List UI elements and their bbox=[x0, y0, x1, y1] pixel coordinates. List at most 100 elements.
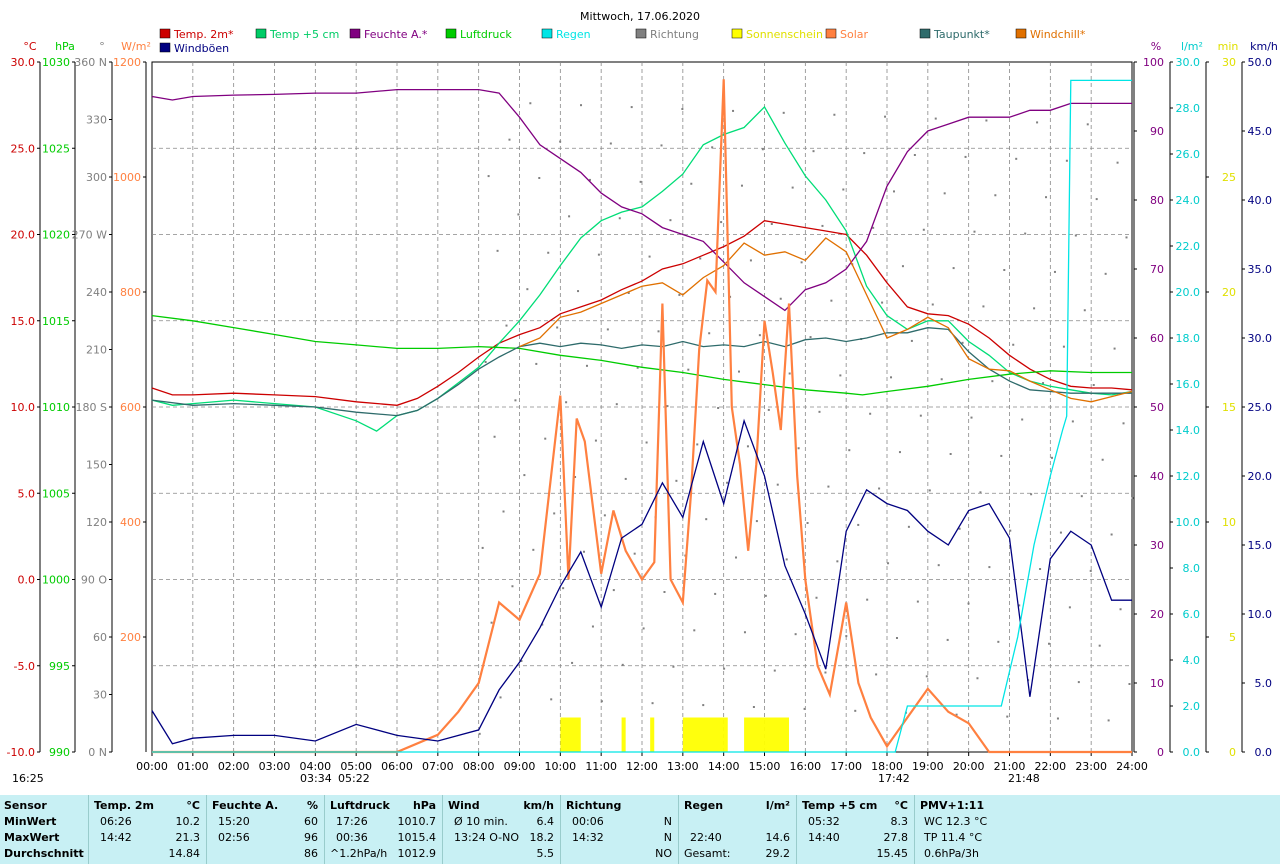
header-regen-unit: l/m² bbox=[765, 799, 790, 812]
direction-point bbox=[618, 217, 621, 220]
direction-point bbox=[854, 709, 857, 712]
direction-point bbox=[767, 408, 770, 411]
direction-point bbox=[797, 447, 800, 450]
y-tick-label-wind: 20.0 bbox=[1248, 470, 1273, 483]
y-tick-label-temp: 5.0 bbox=[18, 487, 36, 500]
luftdruck-avg-value: 1012.9 bbox=[397, 847, 437, 860]
y-tick-label-solar: 200 bbox=[120, 631, 141, 644]
direction-point bbox=[600, 700, 603, 703]
y-tick-label-direction: 120 bbox=[86, 516, 107, 529]
direction-point bbox=[580, 104, 583, 107]
richtung-min-value: N bbox=[663, 815, 672, 828]
direction-point bbox=[735, 556, 738, 559]
summary-col-temp2m: Temp. 2m °C 06:26 10.2 14:42 21.3 14.84 bbox=[88, 795, 207, 864]
summary-col-pmv: PMV+1:11 WC 12.3 °C TP 11.4 °C 0.6hPa/3h bbox=[914, 795, 1280, 864]
y-tick-label-solar: 800 bbox=[120, 286, 141, 299]
wind-avg10-label: Ø 10 min. bbox=[454, 815, 508, 828]
direction-point bbox=[1056, 717, 1059, 720]
axis-unit-solar: W/m² bbox=[121, 40, 151, 53]
y-tick-label-wind: 25.0 bbox=[1248, 401, 1273, 414]
direction-point bbox=[648, 255, 651, 258]
temp2m-avg-value: 14.84 bbox=[168, 847, 201, 860]
wind-avg10-value: 6.4 bbox=[536, 815, 555, 828]
x-tick-label: 14:00 bbox=[708, 760, 740, 773]
row-label-min: MinWert bbox=[4, 815, 57, 828]
series-line-temp-2m- bbox=[151, 220, 1133, 406]
direction-point bbox=[591, 625, 594, 628]
direction-point bbox=[1119, 608, 1122, 611]
legend-swatch bbox=[159, 28, 171, 39]
header-luftdruck-unit: hPa bbox=[412, 799, 436, 812]
regen-total-value: 29.2 bbox=[765, 847, 791, 860]
y-tick-label-humidity: 100 bbox=[1143, 56, 1164, 69]
direction-point bbox=[857, 523, 860, 526]
series-line-regen bbox=[152, 79, 1132, 753]
y-tick-label-temp: -5.0 bbox=[14, 660, 35, 673]
direction-point bbox=[597, 253, 600, 256]
direction-point bbox=[675, 479, 678, 482]
legend-swatch bbox=[919, 28, 931, 39]
direction-point bbox=[1101, 458, 1104, 461]
direction-point bbox=[964, 155, 967, 158]
y-tick-label-direction: 0 N bbox=[88, 746, 107, 759]
direction-point bbox=[714, 592, 717, 595]
direction-point bbox=[890, 376, 893, 379]
y-tick-label-rain: 26.0 bbox=[1176, 148, 1201, 161]
direction-point bbox=[606, 328, 609, 331]
y-tick-label-pressure: 1025 bbox=[42, 142, 70, 155]
x-tick-label: 15:00 bbox=[749, 760, 781, 773]
y-tick-label-direction: 360 N bbox=[74, 56, 107, 69]
direction-point bbox=[1015, 157, 1018, 160]
direction-point bbox=[657, 330, 660, 333]
marker-dusk: 21:48 bbox=[1008, 772, 1040, 785]
y-tick-label-direction: 60 bbox=[93, 631, 107, 644]
y-tick-label-humidity: 90 bbox=[1150, 125, 1164, 138]
direction-point bbox=[818, 410, 821, 413]
direction-point bbox=[884, 115, 887, 118]
direction-point bbox=[776, 483, 779, 486]
direction-point bbox=[1065, 159, 1068, 162]
y-tick-label-direction: 300 bbox=[86, 171, 107, 184]
direction-point bbox=[994, 194, 997, 197]
x-tick-label: 07:00 bbox=[422, 760, 454, 773]
y-tick-label-rain: 18.0 bbox=[1176, 332, 1201, 345]
y-tick-label-humidity: 10 bbox=[1150, 677, 1164, 690]
y-tick-label-pressure: 1020 bbox=[42, 229, 70, 242]
direction-point bbox=[726, 481, 729, 484]
header-wind-unit: km/h bbox=[523, 799, 554, 812]
y-tick-label-sunshine: 30 bbox=[1222, 56, 1236, 69]
direction-point bbox=[898, 451, 901, 454]
x-tick-label: 08:00 bbox=[463, 760, 495, 773]
direction-point bbox=[1048, 642, 1051, 645]
direction-point bbox=[1116, 161, 1119, 164]
header-regen: Regen bbox=[684, 799, 724, 812]
direction-point bbox=[705, 518, 708, 521]
direction-point bbox=[746, 445, 749, 448]
direction-point bbox=[740, 184, 743, 187]
series-line-temp-5-cm bbox=[151, 105, 1133, 432]
direction-point bbox=[866, 598, 869, 601]
direction-point bbox=[681, 108, 684, 110]
direction-point bbox=[967, 602, 970, 605]
y-tick-label-wind: 35.0 bbox=[1248, 263, 1273, 276]
direction-point bbox=[612, 589, 615, 592]
direction-point bbox=[997, 640, 1000, 643]
direction-point bbox=[1113, 347, 1116, 350]
direction-point bbox=[803, 707, 806, 710]
direction-point bbox=[499, 696, 502, 699]
y-tick-label-sunshine: 25 bbox=[1222, 171, 1236, 184]
direction-point bbox=[720, 221, 723, 224]
regen-total-label: Gesamt: bbox=[684, 847, 731, 860]
direction-point bbox=[1030, 493, 1033, 496]
direction-point bbox=[672, 665, 675, 668]
y-tick-label-solar: 1000 bbox=[113, 171, 141, 184]
y-tick-label-sunshine: 5 bbox=[1229, 631, 1236, 644]
wind-max-time: 13:24 O-NO bbox=[454, 831, 520, 844]
series-line-luftdruck bbox=[151, 314, 1132, 396]
regen-max-value: 14.6 bbox=[765, 831, 791, 844]
direction-point bbox=[764, 594, 767, 597]
direction-point bbox=[1089, 569, 1092, 572]
series-line-taupunkt- bbox=[151, 327, 1132, 417]
y-tick-label-pressure: 1000 bbox=[42, 574, 70, 587]
x-tick-label: 23:00 bbox=[1075, 760, 1107, 773]
